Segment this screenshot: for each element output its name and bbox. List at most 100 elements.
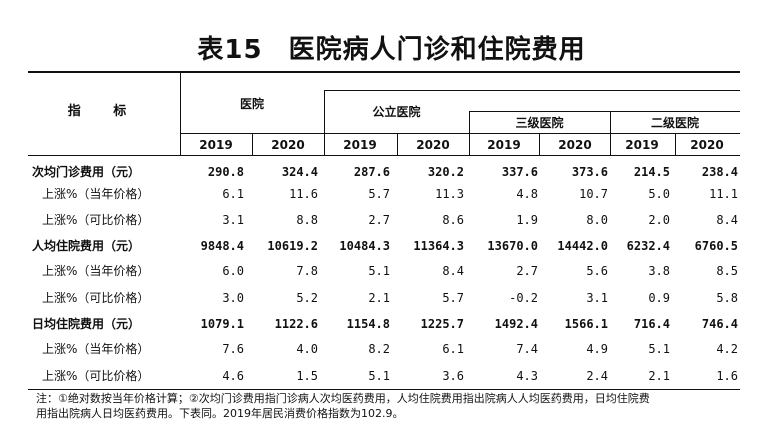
table-cell: 5.2 <box>296 291 318 305</box>
public-rule <box>324 90 740 91</box>
table-cell: 8.4 <box>442 264 464 278</box>
table-cell: 4.9 <box>586 342 608 356</box>
year-header: 2020 <box>558 138 592 152</box>
table-cell: 3.1 <box>586 291 608 305</box>
table-cell: 214.5 <box>633 165 670 179</box>
year-divider <box>675 133 676 155</box>
table-cell: 1079.1 <box>200 317 244 331</box>
table-cell: 1.5 <box>296 369 318 383</box>
table-cell: 6760.5 <box>694 239 738 253</box>
table-cell: 6.1 <box>442 342 464 356</box>
table-cell: 238.4 <box>701 165 738 179</box>
note-line-2: 用指出院病人日均医药费用。下表同。2019年居民消费价格指数为102.9。 <box>36 407 404 420</box>
row-label-main: 日均住院费用（元） <box>32 317 141 331</box>
group-tertiary: 三级医院 <box>515 116 564 130</box>
table-cell: 1154.8 <box>346 317 390 331</box>
table-cell: 3.8 <box>648 264 670 278</box>
table-cell: 320.2 <box>427 165 464 179</box>
table-cell: 2.0 <box>648 213 670 227</box>
table-cell: 1.6 <box>716 369 738 383</box>
table-cell: 5.1 <box>368 369 390 383</box>
table-note: 注：①绝对数按当年价格计算；②次均门诊费用指门诊病人次均医药费用，人均住院费用指… <box>36 391 756 421</box>
table-cell: 3.0 <box>222 291 244 305</box>
row-label-sub: 上涨%（当年价格） <box>42 187 150 201</box>
table-cell: 5.6 <box>586 264 608 278</box>
year-header: 2020 <box>690 138 724 152</box>
year-divider <box>397 133 398 155</box>
table-cell: 373.6 <box>571 165 608 179</box>
header-rule <box>28 155 740 156</box>
year-divider <box>539 133 540 155</box>
table-title-text: 医院病人门诊和住院费用 <box>288 35 586 65</box>
table-cell: 2.7 <box>368 213 390 227</box>
table-cell: 4.8 <box>516 187 538 201</box>
year-header: 2019 <box>199 138 233 152</box>
table-cell: 4.2 <box>716 342 738 356</box>
row-label-main: 次均门诊费用（元） <box>32 165 141 179</box>
table-cell: 2.4 <box>586 369 608 383</box>
table-cell: 4.3 <box>516 369 538 383</box>
stub-divider <box>180 72 181 155</box>
table-cell: 2.1 <box>648 369 670 383</box>
table-cell: 10619.2 <box>267 239 318 253</box>
table-cell: 6.1 <box>222 187 244 201</box>
table-cell: 290.8 <box>207 165 244 179</box>
table-cell: 4.6 <box>222 369 244 383</box>
table-cell: 746.4 <box>701 317 738 331</box>
table-cell: 2.1 <box>368 291 390 305</box>
table-cell: 8.4 <box>716 213 738 227</box>
table-cell: 8.6 <box>442 213 464 227</box>
year-header: 2019 <box>487 138 521 152</box>
table-cell: 8.5 <box>716 264 738 278</box>
note-line-1: 注：①绝对数按当年价格计算；②次均门诊费用指门诊病人次均医药费用，人均住院费用指… <box>36 392 650 405</box>
year-header: 2019 <box>625 138 659 152</box>
table-cell: 11.3 <box>435 187 464 201</box>
table-cell: 7.8 <box>296 264 318 278</box>
year-header: 2019 <box>343 138 377 152</box>
table-cell: 7.6 <box>222 342 244 356</box>
table-cell: 716.4 <box>633 317 670 331</box>
table-cell: 5.8 <box>716 291 738 305</box>
public-divider <box>324 90 325 155</box>
table-cell: 1225.7 <box>420 317 464 331</box>
table-cell: 14442.0 <box>557 239 608 253</box>
table-cell: 11.6 <box>289 187 318 201</box>
bottom-rule <box>28 389 740 390</box>
table-cell: 3.1 <box>222 213 244 227</box>
table-cell: 337.6 <box>501 165 538 179</box>
table-cell: 5.1 <box>648 342 670 356</box>
table-number: 表15 <box>197 35 263 65</box>
table-cell: -0.2 <box>509 291 538 305</box>
table-cell: 0.9 <box>648 291 670 305</box>
year-divider <box>252 133 253 155</box>
table-cell: 8.8 <box>296 213 318 227</box>
table-cell: 3.6 <box>442 369 464 383</box>
row-label-main: 人均住院费用（元） <box>32 239 141 253</box>
stub-header: 指 标 <box>67 104 141 119</box>
year-header: 2020 <box>271 138 305 152</box>
table-cell: 1.9 <box>516 213 538 227</box>
table-cell: 7.4 <box>516 342 538 356</box>
table-cell: 1492.4 <box>494 317 538 331</box>
table-cell: 9848.4 <box>200 239 244 253</box>
table-title: 表15 医院病人门诊和住院费用 <box>0 30 783 70</box>
table-cell: 11.1 <box>709 187 738 201</box>
table-cell: 6232.4 <box>626 239 670 253</box>
table-cell: 11364.3 <box>413 239 464 253</box>
table-cell: 5.0 <box>648 187 670 201</box>
table-cell: 324.4 <box>281 165 318 179</box>
table-cell: 13670.0 <box>487 239 538 253</box>
table-cell: 1122.6 <box>274 317 318 331</box>
top-rule <box>28 71 740 73</box>
table-cell: 8.2 <box>368 342 390 356</box>
row-label-sub: 上涨%（可比价格） <box>42 369 150 383</box>
row-label-sub: 上涨%（当年价格） <box>42 342 150 356</box>
table-cell: 5.7 <box>368 187 390 201</box>
table-cell: 10.7 <box>579 187 608 201</box>
group-public: 公立医院 <box>372 105 421 119</box>
row-label-sub: 上涨%（可比价格） <box>42 291 150 305</box>
table-cell: 10484.3 <box>339 239 390 253</box>
table-cell: 287.6 <box>353 165 390 179</box>
row-label-sub: 上涨%（可比价格） <box>42 213 150 227</box>
table-cell: 2.7 <box>516 264 538 278</box>
